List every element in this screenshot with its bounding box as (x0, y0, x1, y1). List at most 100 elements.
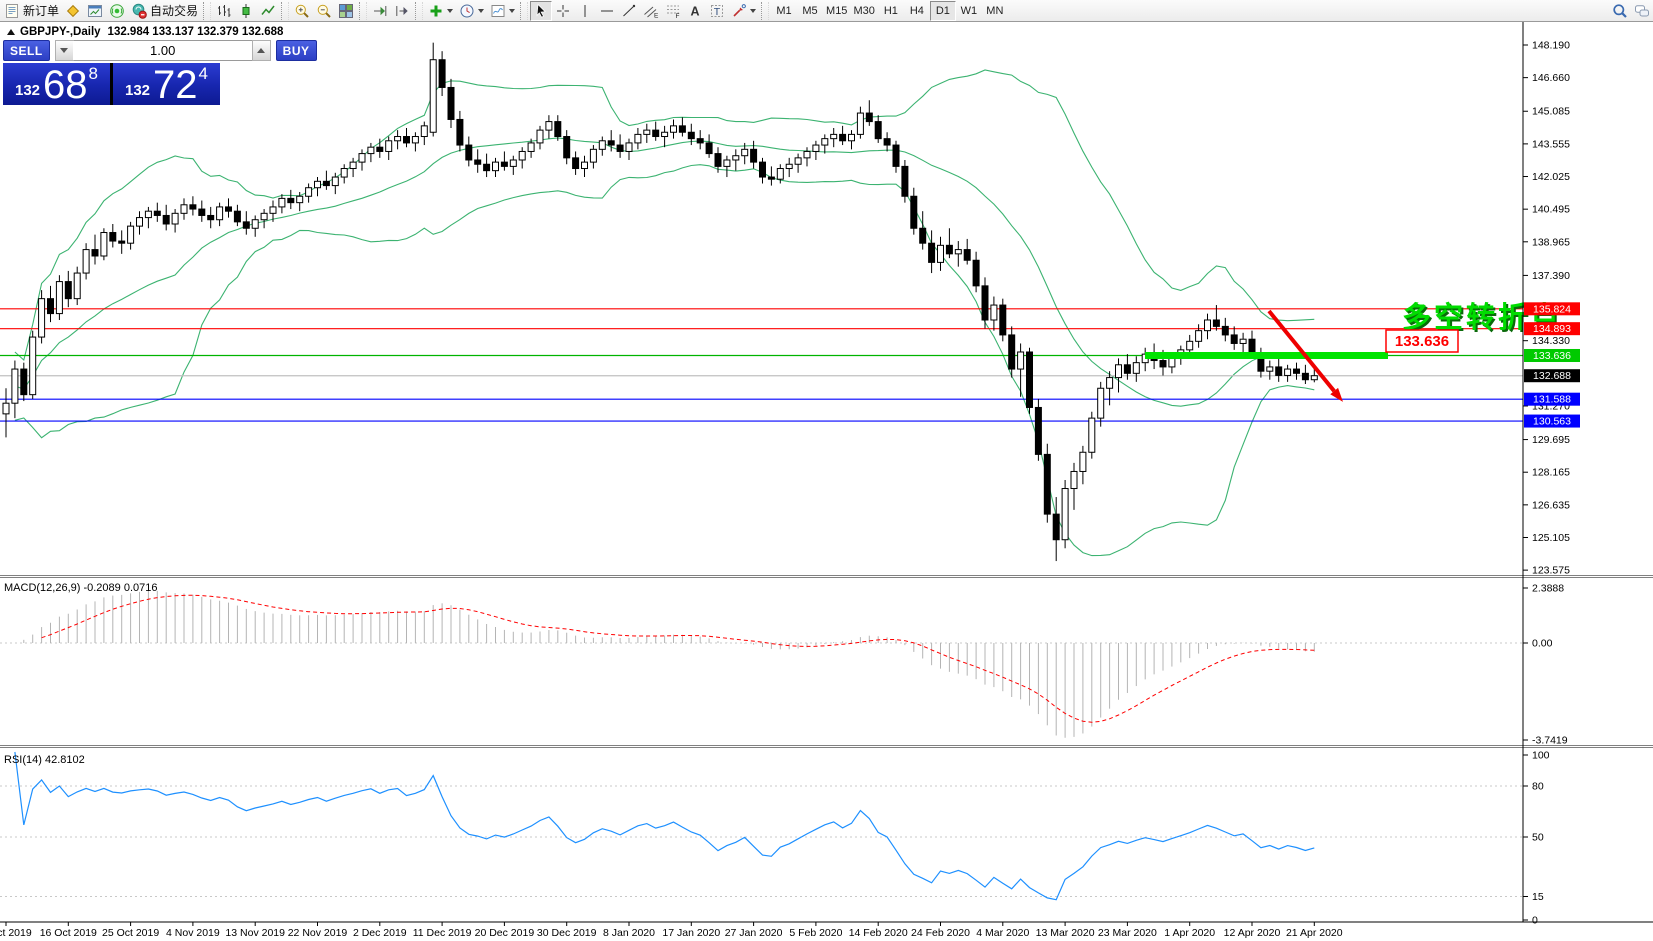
price-tick-label: 129.695 (1532, 434, 1570, 446)
date-tick-label: 11 Dec 2019 (413, 927, 472, 939)
text-label-button[interactable]: T (706, 1, 728, 21)
price-tick-label: 145.085 (1532, 106, 1570, 118)
market-watch-icon[interactable] (84, 1, 106, 21)
sell-price-big: 68 (43, 63, 88, 107)
zoom-in-button[interactable] (291, 1, 313, 21)
dropdown-arrow-icon (750, 8, 757, 13)
svg-text:T: T (714, 6, 721, 18)
price-tick-label: 134.330 (1532, 335, 1570, 347)
cursor-button[interactable] (530, 0, 553, 21)
rsi-tick-label: 80 (1532, 781, 1544, 793)
trade-prices-row: 132 68 8 132 72 4 (3, 63, 220, 105)
price-tick-label: 148.190 (1532, 40, 1570, 52)
crosshair-button[interactable] (552, 1, 574, 21)
template-icon (491, 4, 505, 17)
toolbar-separator (520, 1, 529, 20)
timeframe-mn-button[interactable]: MN (982, 1, 1008, 21)
signals-icon[interactable] (106, 1, 128, 21)
textT-icon: T (711, 4, 724, 18)
text-button[interactable]: A (684, 1, 706, 21)
timeframe-h4-button[interactable]: H4 (904, 1, 930, 21)
chart-collapse-icon[interactable] (7, 29, 15, 35)
date-tick-label: 22 Nov 2019 (288, 927, 348, 939)
price-callout-box[interactable] (1385, 329, 1459, 353)
candle-icon (242, 3, 250, 18)
dropdown-arrow-icon (478, 8, 485, 13)
dropdown-arrow-icon (509, 8, 516, 13)
bar-chart-button[interactable] (213, 1, 235, 21)
indicators-button[interactable] (425, 1, 456, 21)
sell-button[interactable]: SELL (3, 40, 50, 61)
price-level-badge: 135.824 (1533, 303, 1571, 315)
cursor-icon (536, 3, 547, 18)
buy-price-panel[interactable]: 132 72 4 (113, 63, 220, 105)
equidistant-channel-button[interactable]: E (640, 1, 662, 21)
auto-trading-button-label: 自动交易 (150, 4, 199, 18)
timeframe-m5-button[interactable]: M5 (797, 1, 823, 21)
svg-text:A: A (691, 4, 700, 18)
price-tick-label: 142.025 (1532, 171, 1570, 183)
tile-windows-button[interactable] (335, 1, 357, 21)
textA-icon: A (691, 4, 700, 18)
timeframe-h1-button[interactable]: H1 (878, 1, 904, 21)
timeframe-d1-button[interactable]: D1 (929, 0, 956, 21)
window-icon (88, 4, 103, 17)
timeframe-m30-button[interactable]: M30 (850, 1, 877, 21)
auto-scroll-button[interactable] (369, 1, 391, 21)
toolbar-separator (203, 1, 212, 20)
main-toolbar: 新订单 自动交易 E F A T M1 M5 M15 M30 H1 H4 D1 W1 MN (0, 0, 1653, 22)
price-level-badge: 130.563 (1533, 416, 1571, 428)
candle-chart-button[interactable] (235, 1, 257, 21)
svg-text:F: F (676, 13, 680, 19)
shapes-icon (733, 3, 746, 17)
auto-trading-button[interactable]: 自动交易 (128, 1, 201, 21)
date-tick-label: 23 Mar 2020 (1098, 927, 1157, 939)
buy-button[interactable]: BUY (275, 40, 317, 61)
charts-toolbar-icon[interactable] (62, 1, 84, 21)
price-axis[interactable]: 148.190 146.660 145.085 143.555 142.025 140.4… (0, 22, 1653, 927)
volume-stepper (54, 40, 271, 61)
vertical-line-button[interactable] (574, 1, 596, 21)
volume-decrease-button[interactable] (54, 40, 74, 61)
templates-button[interactable] (487, 1, 518, 21)
new-order-button[interactable]: 新订单 (1, 1, 62, 21)
arrows-button[interactable] (728, 1, 759, 21)
search-icon[interactable] (1609, 1, 1631, 21)
fibonacci-button[interactable]: F (662, 1, 684, 21)
chat-icon[interactable] (1631, 1, 1653, 21)
trendline-button[interactable] (618, 1, 640, 21)
rsi-panel: RSI(14) 42.8102 (0, 751, 1523, 901)
volume-input[interactable] (72, 41, 253, 60)
date-tick-label: 30 Dec 2019 (537, 927, 597, 939)
line-chart-button[interactable] (257, 1, 279, 21)
timeframe-m15-button[interactable]: M15 (823, 1, 850, 21)
periods-button[interactable] (456, 1, 487, 21)
volume-increase-button[interactable] (251, 40, 271, 61)
triangle-down-icon (60, 48, 69, 53)
price-level-badge: 132.688 (1533, 370, 1571, 382)
zoom-out-button[interactable] (313, 1, 335, 21)
trend-arrow[interactable] (1267, 309, 1336, 393)
fibo-icon: F (667, 5, 680, 19)
timeframe-w1-button[interactable]: W1 (956, 1, 982, 21)
timeframe-m1-button[interactable]: M1 (771, 1, 797, 21)
line-icon (261, 5, 275, 15)
date-tick-label: 17 Jan 2020 (662, 927, 720, 939)
date-axis[interactable]: 7 Oct 2019 16 Oct 2019 25 Oct 2019 4 Nov 20… (0, 922, 1343, 939)
sell-price-sup: 8 (88, 64, 98, 83)
horizontal-line-button[interactable] (596, 1, 618, 21)
price-tick-label: 128.165 (1532, 467, 1570, 479)
price-tick-label: 126.635 (1532, 499, 1570, 511)
trend-icon (623, 4, 636, 16)
new-order-button-label: 新订单 (23, 4, 60, 18)
macd-label: MACD(12,26,9) -0.2089 0.0716 (4, 582, 157, 594)
shift-icon (396, 5, 408, 16)
chart-shift-button[interactable] (391, 1, 413, 21)
price-tick-label: 125.105 (1532, 532, 1570, 544)
hline-icon (601, 10, 614, 11)
rsi-tick-label: 100 (1532, 750, 1550, 762)
diamond-icon (66, 4, 80, 17)
macd-tick-label: 2.3888 (1532, 583, 1564, 595)
sell-price-panel[interactable]: 132 68 8 (3, 63, 110, 105)
